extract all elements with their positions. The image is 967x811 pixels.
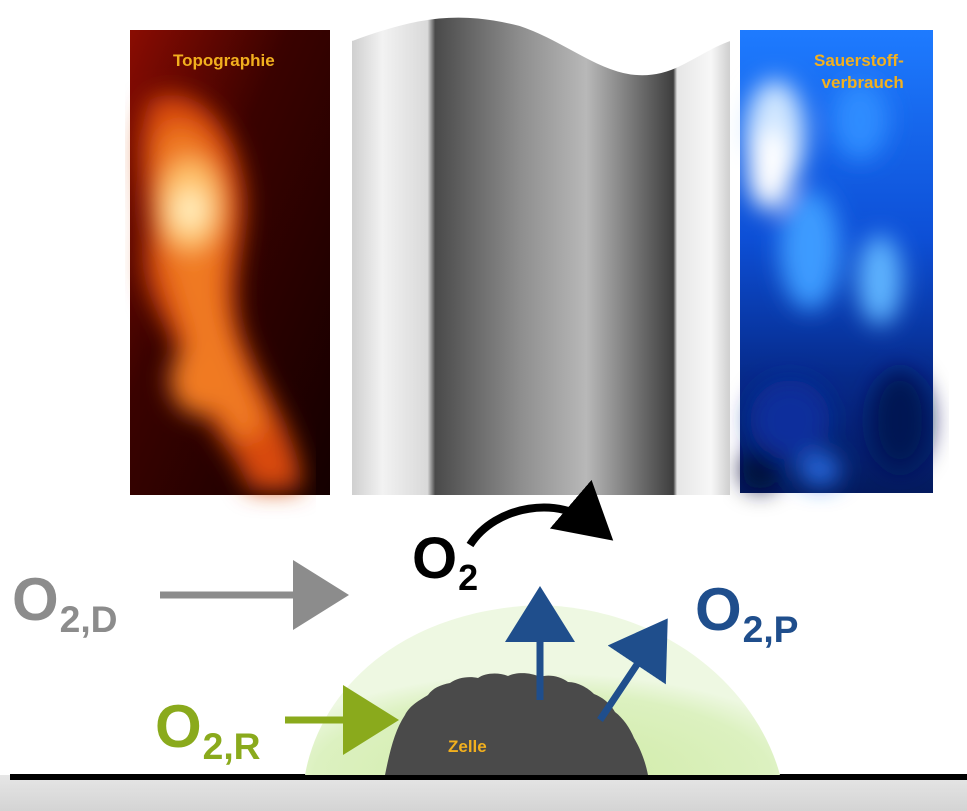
o2-p-label-sub: 2,P bbox=[742, 607, 799, 650]
reduction-arrow bbox=[466, 479, 614, 548]
o2-r-label-main: O bbox=[155, 693, 202, 760]
oxygen-heatmap bbox=[740, 30, 933, 493]
electrode-cylinder bbox=[351, 15, 731, 495]
production-arrow-diagonal bbox=[597, 618, 668, 722]
cell-label: Zelle bbox=[448, 737, 487, 756]
o2-p-label-main: O bbox=[695, 576, 742, 643]
o2-r-label-sub: 2,R bbox=[202, 724, 261, 767]
o2-r-label: O2,R bbox=[155, 697, 261, 765]
o2-d-label-sub: 2,D bbox=[59, 597, 118, 640]
cell-body bbox=[385, 673, 648, 775]
oxygen-consumption-label-line2: verbrauch bbox=[821, 73, 904, 92]
oxygen-consumption-label: Sauerstoff- verbrauch bbox=[814, 50, 904, 94]
oxygen-consumption-label-line1: Sauerstoff- bbox=[814, 51, 904, 70]
o2-label-sub: 2 bbox=[458, 556, 479, 598]
topography-heatmap bbox=[130, 30, 330, 495]
substrate bbox=[0, 775, 967, 811]
topography-label: Topographie bbox=[173, 51, 275, 70]
o2-d-label: O2,D bbox=[12, 570, 118, 638]
o2-label: O2 bbox=[412, 530, 478, 595]
o2-d-label-main: O bbox=[12, 566, 59, 633]
o2-p-label: O2,P bbox=[695, 580, 799, 648]
o2-label-main: O bbox=[412, 526, 458, 591]
